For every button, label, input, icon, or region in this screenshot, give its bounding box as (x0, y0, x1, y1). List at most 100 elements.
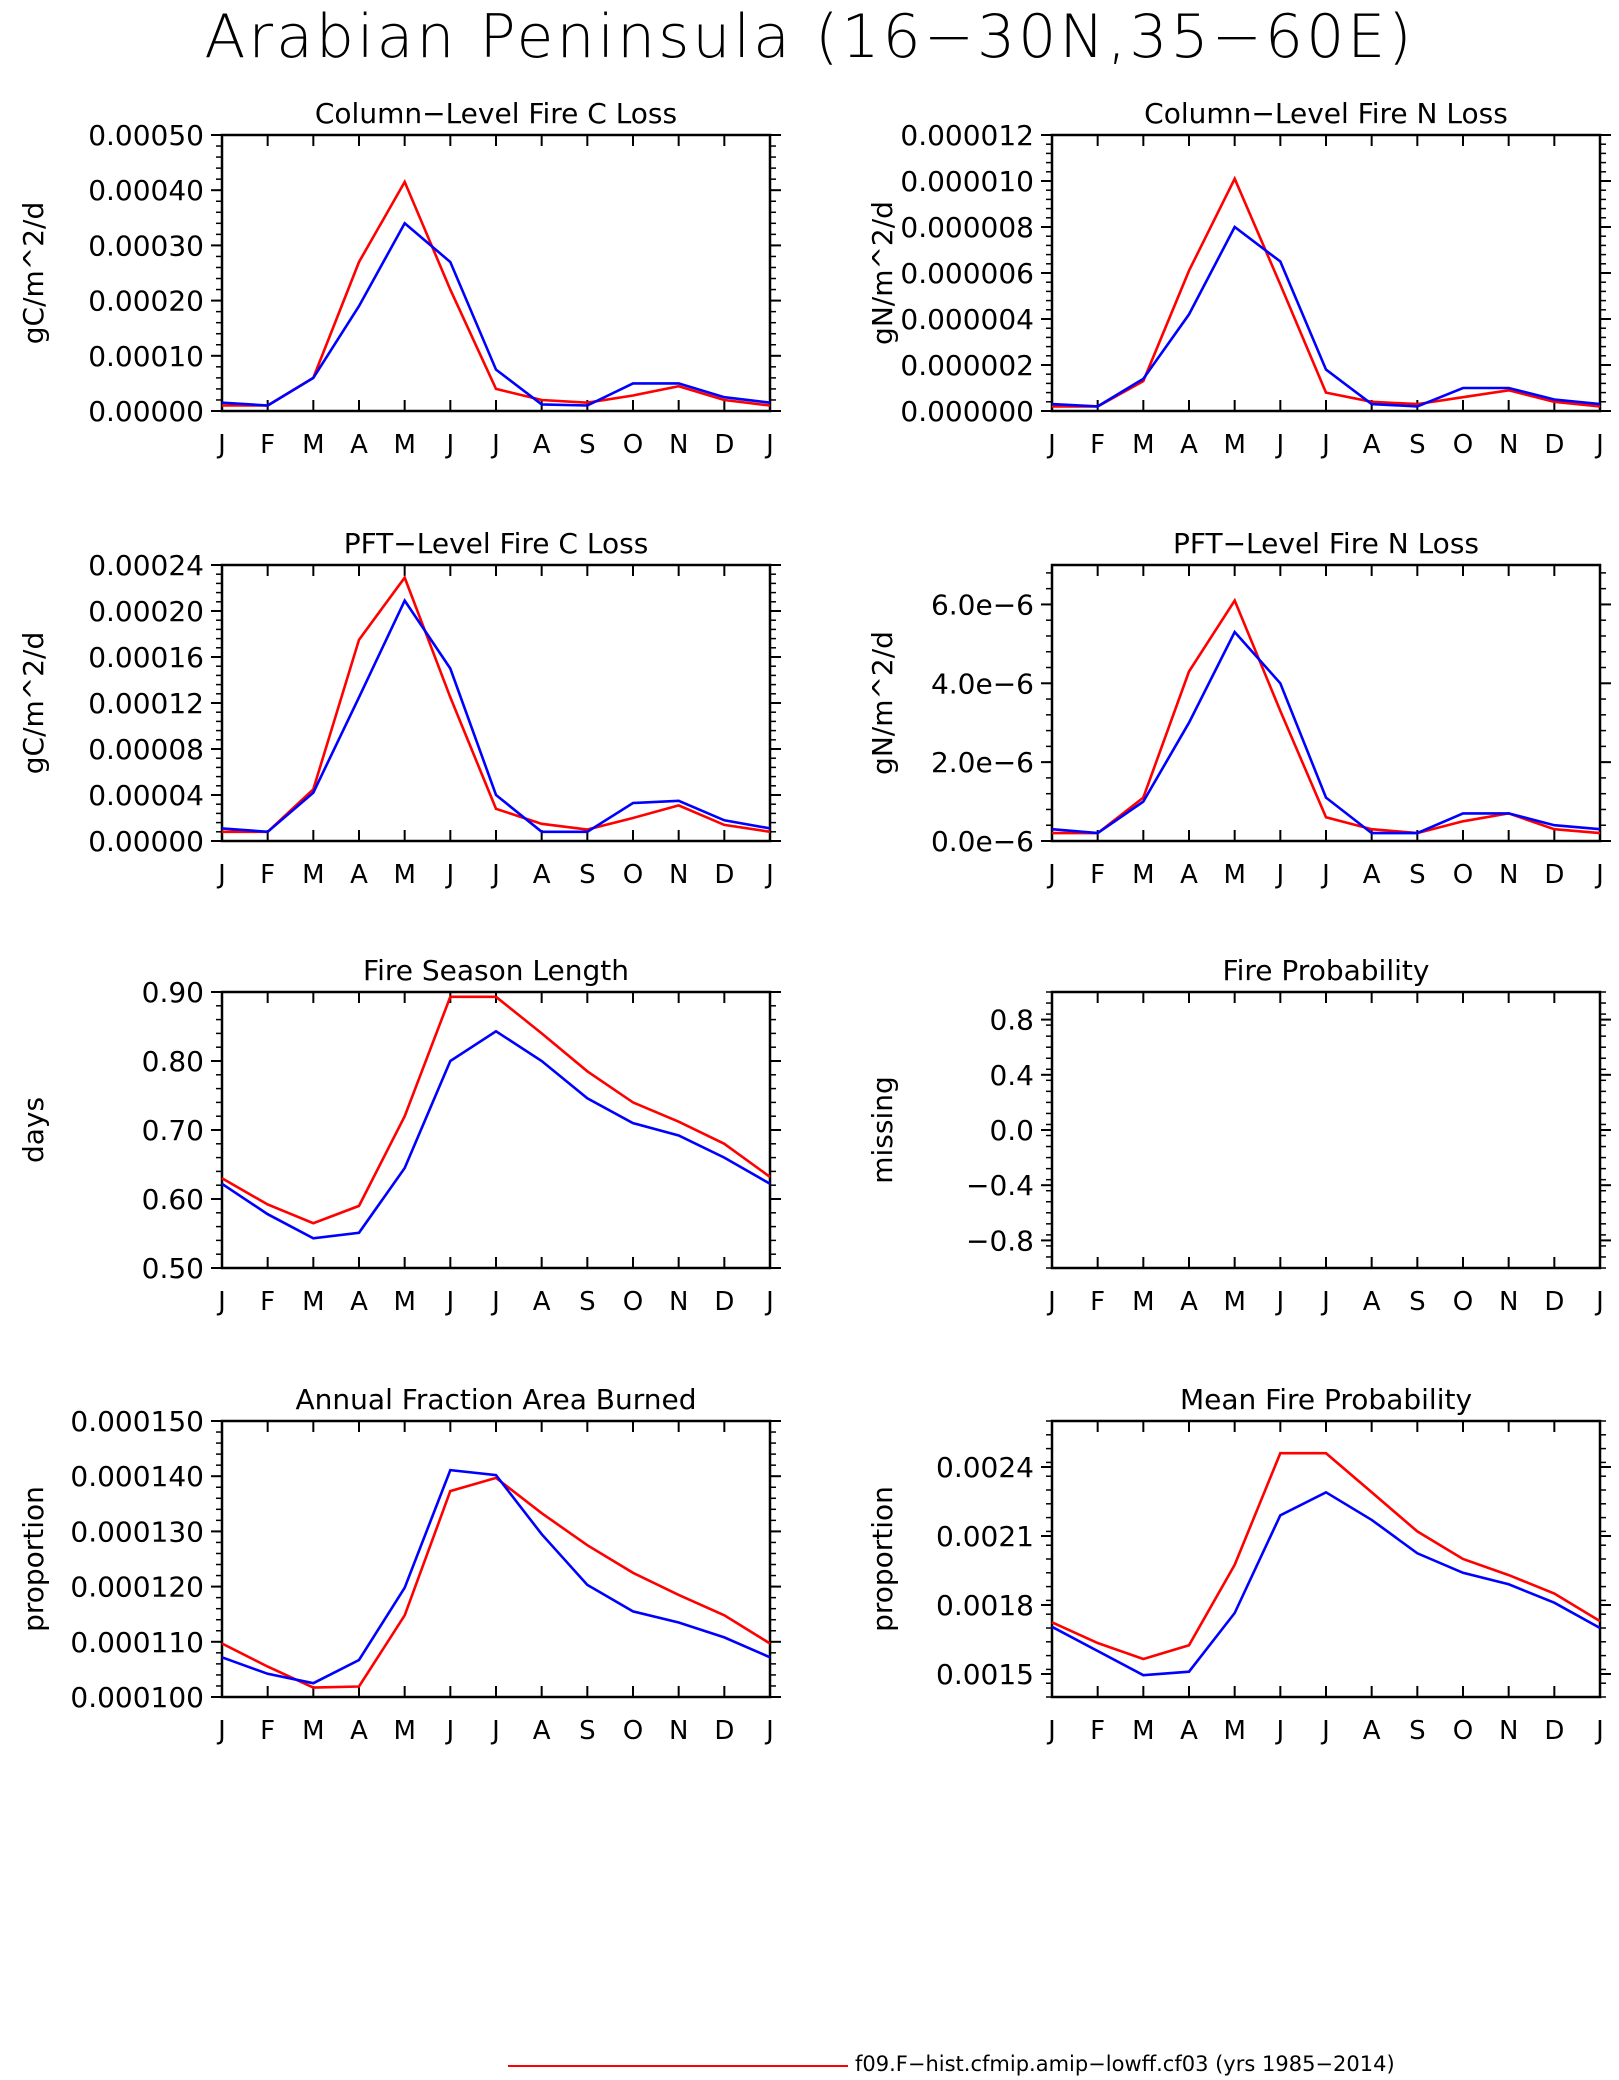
y-axis-label: days (17, 1097, 50, 1163)
x-tick-label: J (1046, 430, 1056, 460)
y-tick-label: 0.00010 (88, 340, 204, 373)
x-tick-label: J (1046, 860, 1056, 890)
x-tick-label: M (1132, 430, 1154, 460)
x-tick-label: J (1320, 1716, 1330, 1746)
x-tick-label: A (533, 430, 551, 460)
x-tick-label: A (1180, 430, 1198, 460)
x-tick-label: J (1046, 1287, 1056, 1317)
x-tick-label: A (1363, 860, 1381, 890)
x-tick-label: A (350, 1287, 368, 1317)
series-line-blue (221, 1029, 771, 1240)
y-tick-label: 4.0e−6 (931, 667, 1034, 700)
x-tick-label: F (1090, 430, 1105, 460)
x-tick-label: A (1363, 1716, 1381, 1746)
x-tick-label: J (1594, 430, 1604, 460)
y-tick-label: 0.000006 (900, 257, 1034, 290)
x-tick-label: J (1274, 430, 1284, 460)
x-tick-label: S (1409, 1716, 1426, 1746)
y-tick-label: 0.00000 (88, 825, 204, 858)
y-tick-label: 0.000110 (70, 1626, 204, 1659)
x-tick-label: D (714, 1287, 734, 1317)
x-tick-label: F (1090, 860, 1105, 890)
x-tick-label: N (669, 1287, 688, 1317)
x-tick-label: S (1409, 860, 1426, 890)
x-tick-label: F (1090, 1287, 1105, 1317)
x-tick-label: D (1544, 1287, 1564, 1317)
y-tick-label: 0.000130 (70, 1515, 204, 1548)
y-tick-label: 0.000000 (900, 395, 1034, 428)
x-tick-label: N (669, 1716, 688, 1746)
x-tick-label: A (1363, 1287, 1381, 1317)
y-tick-label: 0.00000 (88, 395, 204, 428)
y-tick-label: 0.00020 (88, 285, 204, 318)
x-tick-label: J (1594, 1716, 1604, 1746)
y-tick-label: 0.00004 (88, 779, 204, 812)
x-tick-label: A (1180, 860, 1198, 890)
y-tick-label: 0.000008 (900, 211, 1034, 244)
x-tick-label: J (216, 1287, 226, 1317)
x-tick-label: M (1132, 1287, 1154, 1317)
x-tick-label: J (444, 860, 454, 890)
y-tick-label: 0.00020 (88, 595, 204, 628)
x-tick-label: M (393, 860, 415, 890)
x-tick-label: M (1223, 860, 1245, 890)
x-tick-label: A (350, 1716, 368, 1746)
x-tick-label: M (302, 860, 324, 890)
y-tick-label: 0.4 (989, 1059, 1034, 1092)
y-tick-label: 0.00012 (88, 687, 204, 720)
x-tick-label: J (1274, 860, 1284, 890)
y-tick-label: 2.0e−6 (931, 746, 1034, 779)
panel-title: Annual Fraction Area Burned (296, 1383, 697, 1416)
x-tick-label: A (1363, 430, 1381, 460)
y-tick-label: 0.0021 (936, 1520, 1034, 1553)
x-tick-label: N (1499, 1716, 1518, 1746)
x-tick-label: M (1132, 860, 1154, 890)
x-tick-label: J (764, 1716, 774, 1746)
series-line-red (1052, 175, 1601, 408)
series-line-red (222, 178, 771, 407)
x-tick-label: A (1180, 1287, 1198, 1317)
x-tick-label: D (714, 430, 734, 460)
x-tick-label: N (1499, 860, 1518, 890)
x-tick-label: D (714, 1716, 734, 1746)
x-tick-label: A (1180, 1716, 1198, 1746)
x-tick-label: F (260, 1716, 275, 1746)
x-tick-label: M (393, 1716, 415, 1746)
y-tick-label: 0.000002 (900, 349, 1034, 382)
x-tick-label: J (1320, 1287, 1330, 1317)
series-line-red (222, 574, 771, 834)
x-tick-label: S (1409, 430, 1426, 460)
x-tick-label: J (216, 860, 226, 890)
legend-label: f09.F−hist.cfmip.amip−lowff.cf03 (yrs 19… (855, 2052, 1395, 2076)
x-tick-label: O (623, 430, 643, 460)
x-tick-label: O (1453, 860, 1473, 890)
x-tick-label: M (1132, 1716, 1154, 1746)
x-tick-label: A (350, 860, 368, 890)
series-line-blue (221, 597, 771, 834)
x-tick-label: M (302, 430, 324, 460)
x-tick-label: O (623, 860, 643, 890)
x-tick-label: O (623, 1287, 643, 1317)
x-tick-label: S (579, 1716, 596, 1746)
figure-title: Arabian Peninsula (16−30N,35−60E) (204, 2, 1415, 72)
y-axis-label: gN/m^2/d (866, 631, 899, 775)
x-tick-label: A (350, 430, 368, 460)
y-tick-label: 0.0 (989, 1114, 1034, 1147)
legend-line (508, 2065, 848, 2067)
y-tick-label: 0.00008 (88, 733, 204, 766)
plot-frame (1050, 990, 1602, 1270)
y-tick-label: 0.80 (142, 1045, 204, 1078)
y-tick-label: 0.000140 (70, 1460, 204, 1493)
x-tick-label: D (1544, 430, 1564, 460)
series-line-red (221, 995, 771, 1225)
x-tick-label: F (260, 860, 275, 890)
y-tick-label: 0.0e−6 (931, 825, 1034, 858)
x-tick-label: J (1320, 430, 1330, 460)
